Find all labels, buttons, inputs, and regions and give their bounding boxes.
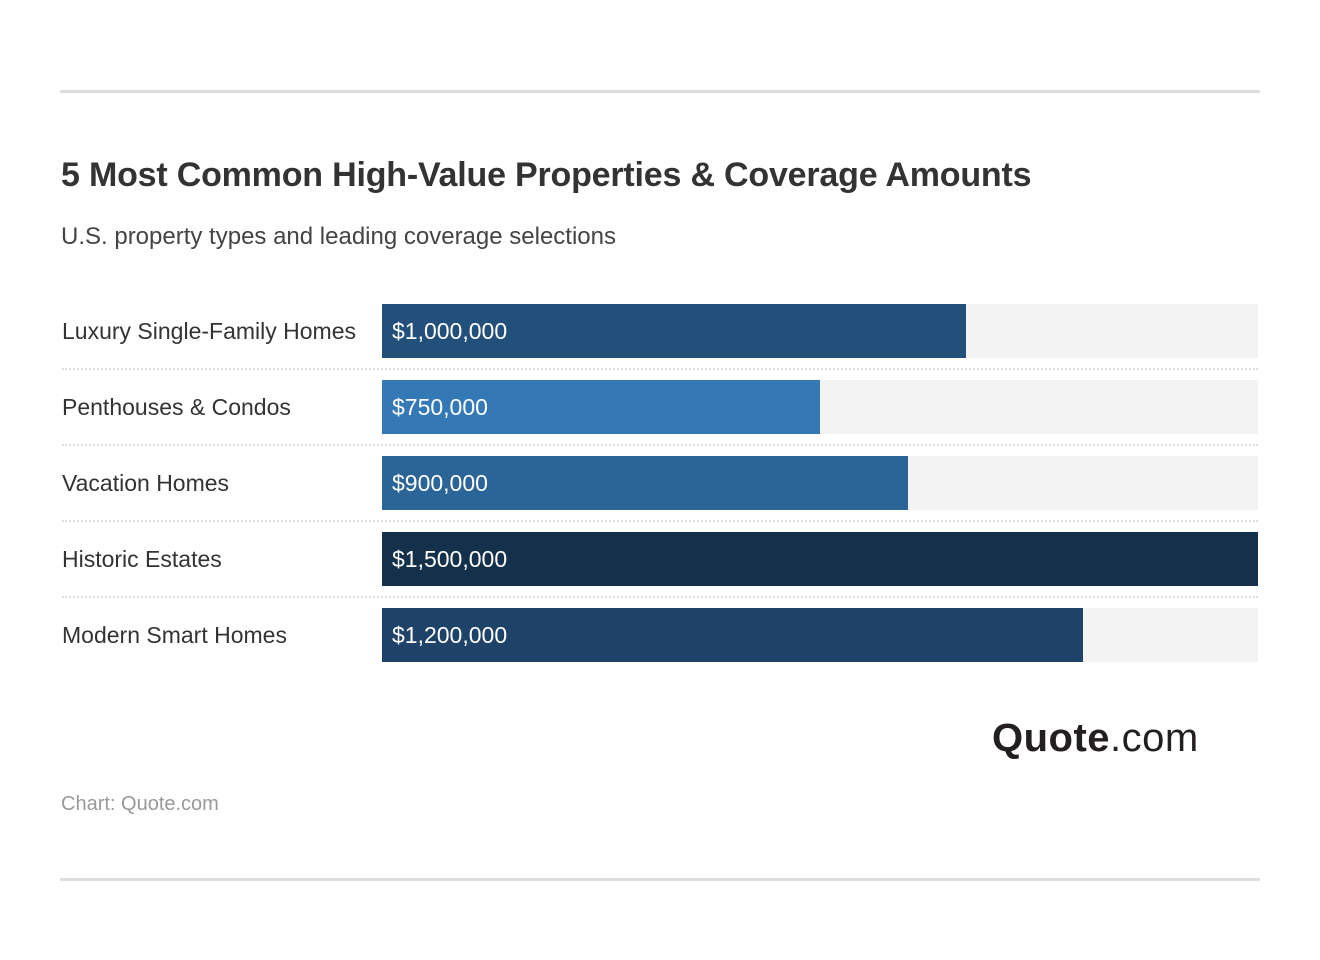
bar [382, 532, 1258, 586]
chart-subtitle: U.S. property types and leading coverage… [61, 223, 616, 250]
chart-source: Chart: Quote.com [61, 793, 219, 815]
bar [382, 380, 820, 434]
top-rule [60, 90, 1260, 93]
category-label: Historic Estates [62, 546, 222, 572]
value-label: $1,500,000 [392, 546, 508, 572]
bar [382, 304, 966, 358]
bar-row: Modern Smart Homes $1,200,000 [62, 608, 1258, 662]
bar-track: $750,000 [382, 380, 1258, 434]
bottom-rule [60, 878, 1260, 881]
logo-light: .com [1110, 716, 1199, 760]
row-separator [62, 520, 1258, 522]
category-label: Luxury Single-Family Homes [62, 318, 356, 344]
bar [382, 456, 908, 510]
bar-track: $1,000,000 [382, 304, 1258, 358]
bar-track: $1,500,000 [382, 532, 1258, 586]
quote-logo: Quote.com [992, 716, 1199, 761]
bar-row: Luxury Single-Family Homes $1,000,000 [62, 304, 1258, 370]
bar-track: $900,000 [382, 456, 1258, 510]
bar-row: Penthouses & Condos $750,000 [62, 380, 1258, 446]
value-label: $900,000 [392, 470, 488, 496]
value-label: $750,000 [392, 394, 488, 420]
chart-title: 5 Most Common High-Value Properties & Co… [61, 156, 1032, 194]
row-separator [62, 596, 1258, 598]
row-separator [62, 444, 1258, 446]
row-separator [62, 368, 1258, 370]
category-label: Penthouses & Condos [62, 394, 291, 420]
bar-chart: Luxury Single-Family Homes $1,000,000 Pe… [62, 304, 1258, 684]
bar-row: Historic Estates $1,500,000 [62, 532, 1258, 598]
value-label: $1,000,000 [392, 318, 508, 344]
category-label: Modern Smart Homes [62, 622, 287, 648]
logo-bold: Quote [992, 716, 1111, 760]
bar [382, 608, 1083, 662]
category-label: Vacation Homes [62, 470, 230, 496]
value-label: $1,200,000 [392, 622, 508, 648]
bar-row: Vacation Homes $900,000 [62, 456, 1258, 522]
bar-track: $1,200,000 [382, 608, 1258, 662]
